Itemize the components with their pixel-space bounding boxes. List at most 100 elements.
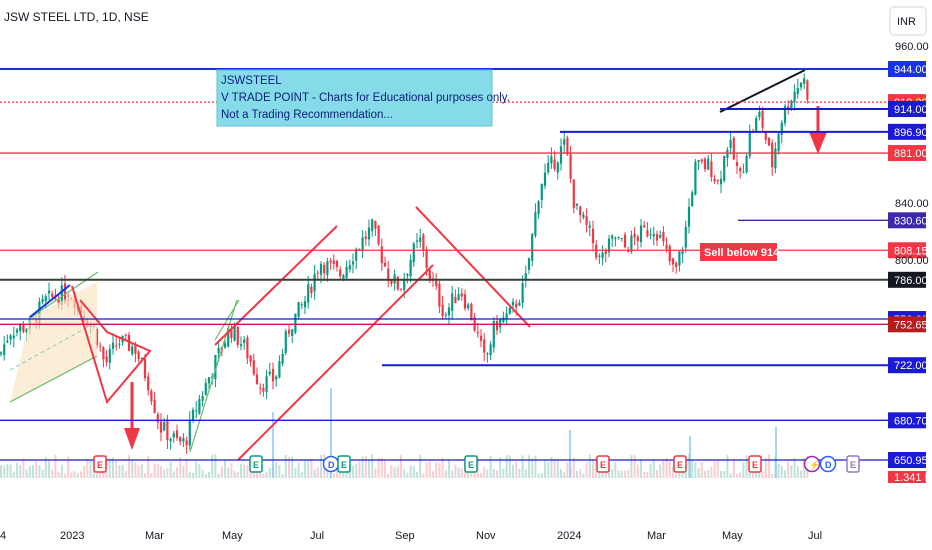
volume-bar (480, 472, 482, 478)
volume-bar (284, 455, 287, 478)
candles-layer (0, 73, 809, 454)
volume-bar (614, 462, 617, 478)
volume-bar (761, 471, 764, 478)
x-tick-label: Nov (476, 530, 496, 542)
volume-bar (208, 472, 210, 478)
candle-body (22, 324, 25, 332)
candle-body (681, 249, 684, 254)
price-levels-layer: 944.00919.20914.00896.90881.00830.60808.… (0, 61, 932, 484)
candle-body (585, 215, 588, 226)
candle-body (12, 335, 15, 339)
volume-bar (787, 461, 790, 478)
volume-bar (288, 457, 290, 478)
volume-bar (412, 465, 415, 478)
sell-label[interactable]: Sell below 914 (700, 243, 780, 261)
candle-body (655, 234, 659, 241)
candle-body (105, 356, 108, 363)
candle-body (310, 286, 313, 294)
volume-bar (576, 470, 578, 478)
volume-bar (25, 469, 28, 478)
candle-body (595, 244, 598, 258)
volume-bar (380, 457, 383, 478)
volume-bar (547, 462, 550, 478)
candle-body (636, 236, 639, 242)
volume-bar (86, 458, 89, 478)
currency-button[interactable]: INR (889, 6, 927, 36)
x-tick-label: May (222, 530, 243, 542)
volume-bar (217, 473, 220, 478)
candle-body (559, 146, 563, 164)
candle-body (169, 438, 172, 442)
x-tick-label: 2024 (557, 530, 581, 542)
x-tick-label: Sep (395, 530, 415, 542)
volume-spike (689, 436, 691, 478)
candle-body (41, 298, 44, 302)
volume-bar (720, 470, 722, 478)
price-tag-label: 914.00 (894, 104, 928, 116)
volume-bar (604, 470, 607, 478)
volume-bar (496, 470, 498, 478)
note-box[interactable]: JSWSTEEL V TRADE POINT - Charts for Educ… (216, 69, 510, 127)
volume-bar (115, 460, 118, 478)
candle-body (537, 201, 540, 215)
volume-bar (697, 467, 700, 478)
price-axis[interactable]: 960.00 840.00 800.00 (895, 41, 929, 267)
price-tag-bg (888, 271, 926, 288)
volume-bar (259, 467, 262, 478)
candle-body (380, 246, 383, 264)
candle-body (111, 342, 115, 349)
candle-body (723, 155, 726, 181)
candle-body (691, 192, 694, 206)
candle-body (745, 155, 748, 173)
candle-body (684, 226, 687, 248)
volume-bar (134, 462, 137, 478)
price-tag-label: 752.65 (894, 319, 928, 331)
volume-bar (694, 461, 697, 478)
candle-body (457, 294, 460, 301)
volume-bar (704, 470, 706, 478)
price-tag-bg (888, 412, 926, 429)
volume-bar (390, 465, 393, 478)
volume-bar (374, 468, 377, 478)
candle-body (787, 106, 790, 110)
candle-body (188, 419, 191, 446)
time-axis[interactable]: 4 2023 Mar May Jul Sep Nov 2024 Mar May … (0, 530, 822, 542)
price-tag-bg (888, 61, 926, 77)
volume-bar (556, 458, 559, 478)
volume-bar (400, 455, 402, 478)
volume-bar (608, 466, 610, 478)
volume-bar (243, 464, 246, 478)
volume-bar (771, 473, 774, 478)
volume-bar (291, 456, 294, 478)
volume-bar (585, 462, 588, 478)
candle-body (326, 261, 329, 276)
candle-body (150, 390, 153, 402)
volume-bar (470, 469, 473, 478)
volume-bar (204, 473, 207, 478)
volume-bar (531, 458, 534, 478)
candle-body (451, 293, 454, 311)
volume-spike (272, 412, 274, 478)
volume-bar (588, 454, 591, 478)
note-background (216, 69, 493, 127)
volume-bar (163, 469, 166, 478)
candle-body (540, 183, 543, 200)
volume-bar (723, 471, 726, 478)
price-tag-bg (888, 357, 926, 374)
candle-body (623, 234, 627, 248)
volume-bar (28, 465, 31, 478)
volume-tag-bg (888, 471, 926, 483)
volume-bar (262, 473, 265, 478)
volume-bar (118, 465, 121, 478)
volume-bar (518, 468, 521, 478)
candle-body (371, 219, 374, 231)
candle-body (19, 324, 22, 332)
candle-body (131, 346, 134, 355)
candle-body (259, 387, 262, 389)
note-line-1: JSWSTEEL (221, 75, 282, 87)
volume-bar (672, 466, 674, 478)
candle-body (166, 420, 169, 440)
candle-body (278, 361, 281, 378)
candle-body (115, 345, 118, 347)
